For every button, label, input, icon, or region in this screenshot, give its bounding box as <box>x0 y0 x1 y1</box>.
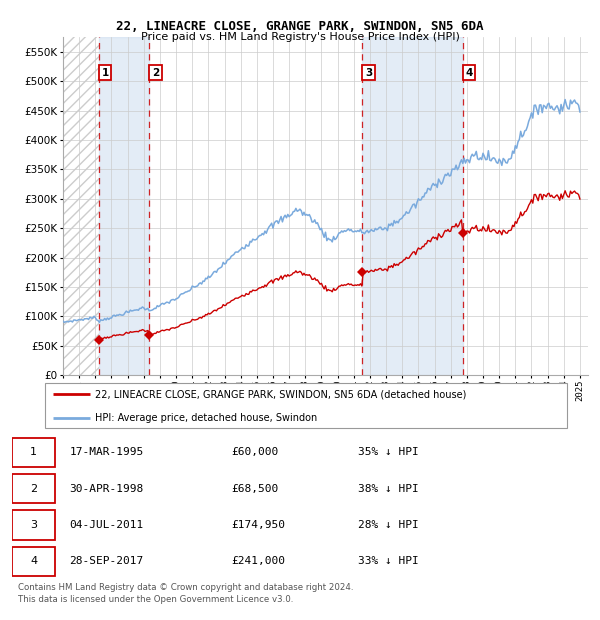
Text: 1: 1 <box>30 447 37 457</box>
Text: HPI: Average price, detached house, Swindon: HPI: Average price, detached house, Swin… <box>95 413 317 423</box>
Text: 28% ↓ HPI: 28% ↓ HPI <box>358 520 418 530</box>
Text: £68,500: £68,500 <box>231 484 278 494</box>
Text: 04-JUL-2011: 04-JUL-2011 <box>70 520 144 530</box>
Text: 33% ↓ HPI: 33% ↓ HPI <box>358 557 418 567</box>
Text: £241,000: £241,000 <box>231 557 285 567</box>
Text: 17-MAR-1995: 17-MAR-1995 <box>70 447 144 457</box>
Text: 2: 2 <box>30 484 37 494</box>
Text: 4: 4 <box>466 68 473 78</box>
Text: Contains HM Land Registry data © Crown copyright and database right 2024.
This d: Contains HM Land Registry data © Crown c… <box>18 583 353 604</box>
Text: £60,000: £60,000 <box>231 447 278 457</box>
FancyBboxPatch shape <box>12 474 55 503</box>
Text: 28-SEP-2017: 28-SEP-2017 <box>70 557 144 567</box>
Text: 30-APR-1998: 30-APR-1998 <box>70 484 144 494</box>
FancyBboxPatch shape <box>44 383 568 428</box>
Bar <box>362 37 463 375</box>
Bar <box>63 37 98 375</box>
Text: 22, LINEACRE CLOSE, GRANGE PARK, SWINDON, SN5 6DA (detached house): 22, LINEACRE CLOSE, GRANGE PARK, SWINDON… <box>95 389 466 399</box>
Text: 2: 2 <box>152 68 159 78</box>
Text: 3: 3 <box>365 68 372 78</box>
FancyBboxPatch shape <box>12 510 55 539</box>
Text: £174,950: £174,950 <box>231 520 285 530</box>
Text: 1: 1 <box>101 68 109 78</box>
FancyBboxPatch shape <box>12 547 55 576</box>
Bar <box>98 37 149 375</box>
Text: 3: 3 <box>30 520 37 530</box>
Text: 35% ↓ HPI: 35% ↓ HPI <box>358 447 418 457</box>
Text: 38% ↓ HPI: 38% ↓ HPI <box>358 484 418 494</box>
Text: 22, LINEACRE CLOSE, GRANGE PARK, SWINDON, SN5 6DA: 22, LINEACRE CLOSE, GRANGE PARK, SWINDON… <box>116 20 484 33</box>
Text: 4: 4 <box>30 557 37 567</box>
FancyBboxPatch shape <box>12 438 55 467</box>
Text: Price paid vs. HM Land Registry's House Price Index (HPI): Price paid vs. HM Land Registry's House … <box>140 32 460 42</box>
